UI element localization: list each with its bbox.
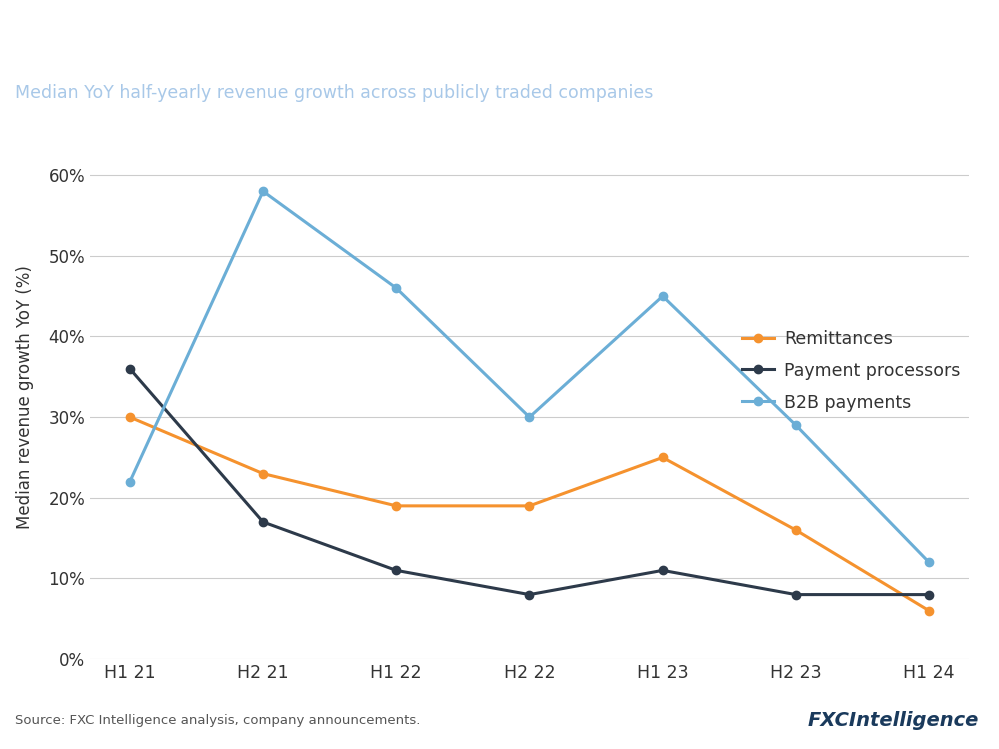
Text: Source: FXC Intelligence analysis, company announcements.: Source: FXC Intelligence analysis, compa… — [15, 714, 421, 727]
Remittances — [790, 526, 802, 535]
Text: FXCIntelligence: FXCIntelligence — [807, 712, 979, 730]
Text: B2B payments providers still outperform other segments on growth: B2B payments providers still outperform … — [15, 28, 944, 52]
Line: Remittances: Remittances — [126, 413, 933, 615]
Payment processors — [656, 566, 668, 575]
Remittances — [257, 469, 269, 478]
Payment processors — [391, 566, 403, 575]
B2B payments — [923, 558, 935, 567]
Remittances — [523, 501, 535, 510]
Legend: Remittances, Payment processors, B2B payments: Remittances, Payment processors, B2B pay… — [742, 330, 960, 412]
Payment processors — [523, 590, 535, 599]
Payment processors — [923, 590, 935, 599]
B2B payments — [391, 284, 403, 293]
Line: B2B payments: B2B payments — [126, 187, 933, 566]
Payment processors — [257, 518, 269, 527]
Y-axis label: Median revenue growth YoY (%): Median revenue growth YoY (%) — [16, 265, 34, 529]
Remittances — [656, 453, 668, 462]
B2B payments — [790, 421, 802, 430]
B2B payments — [523, 413, 535, 422]
Text: Median YoY half-yearly revenue growth across publicly traded companies: Median YoY half-yearly revenue growth ac… — [15, 84, 653, 102]
Payment processors — [790, 590, 802, 599]
Remittances — [391, 501, 403, 510]
Line: Payment processors: Payment processors — [126, 365, 933, 598]
Remittances — [923, 606, 935, 615]
Payment processors — [124, 364, 136, 373]
Remittances — [124, 413, 136, 422]
B2B payments — [656, 291, 668, 300]
B2B payments — [257, 187, 269, 195]
B2B payments — [124, 477, 136, 486]
